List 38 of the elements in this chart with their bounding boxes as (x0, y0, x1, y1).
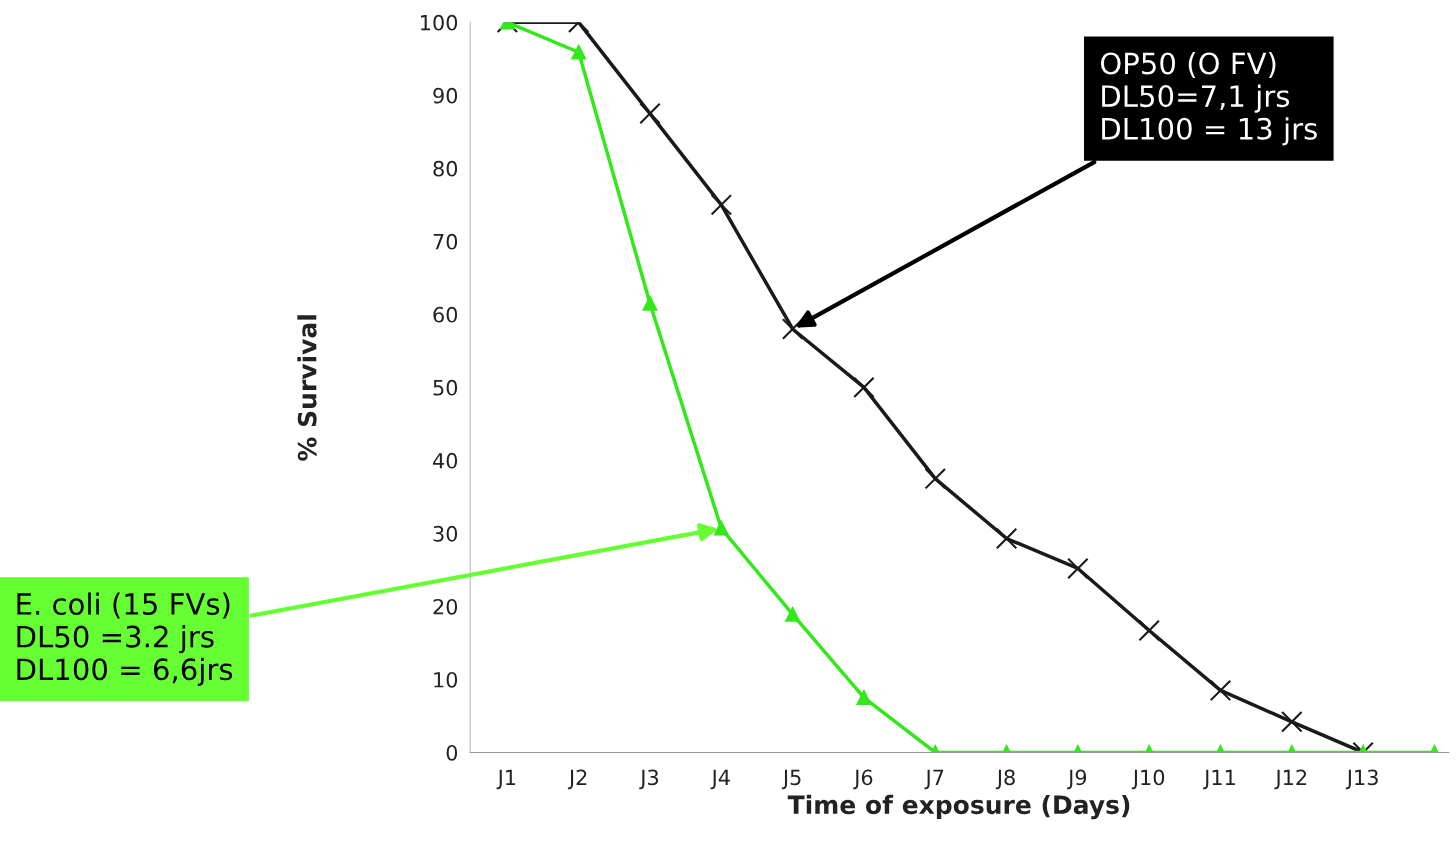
y-tick-label: 30 (433, 525, 458, 542)
y-tick-label: 10 (434, 671, 458, 688)
point (781, 318, 804, 340)
point (642, 296, 658, 311)
y-tick-label: 80 (433, 160, 458, 177)
x-tick-label: J7 (924, 769, 944, 790)
x-tick-label: J8 (995, 769, 1015, 790)
point (995, 527, 1018, 550)
x-axis-title: Time of exposure (Days) (787, 794, 1130, 820)
x-tick-label: J2 (567, 769, 587, 790)
annotation: OP50 (O FV) DL50=7,1 jrs DL100 = 13 jrs (1100, 51, 1317, 146)
point (924, 467, 947, 490)
point (853, 376, 875, 399)
y-tick-label: 40 (432, 452, 458, 469)
point (1138, 619, 1160, 642)
y-tick-label: 100 (421, 14, 458, 31)
point (714, 521, 729, 536)
x-tick-label: J12 (1274, 769, 1307, 790)
x-tick-label: J3 (639, 769, 659, 790)
x-tick-label: J1 (496, 769, 516, 790)
point (710, 194, 733, 216)
y-tick-label: 0 (446, 744, 458, 761)
point (785, 607, 800, 622)
x-tick-label: J6 (853, 769, 873, 790)
y-tick-label: 60 (433, 306, 458, 323)
x-tick-label: J9 (1067, 769, 1087, 790)
y-tick-label: 70 (433, 233, 458, 250)
x-tick-label: J4 (710, 769, 730, 790)
point (1067, 557, 1089, 580)
x-tick-label: J5 (781, 769, 801, 790)
y-axis-title: % Survival (297, 315, 317, 461)
annotation: E. coli (15 FVs) DL50 =3.2 jrs DL100 = 6,6jrs (17, 592, 233, 686)
y-tick-label: 20 (433, 598, 458, 615)
y-tick-label: 50 (433, 379, 458, 396)
y-tick-label: 90 (433, 87, 458, 104)
x-tick-label: J13 (1345, 769, 1378, 790)
x-tick-label: J10 (1131, 769, 1165, 790)
x-tick-label: J11 (1203, 769, 1235, 790)
